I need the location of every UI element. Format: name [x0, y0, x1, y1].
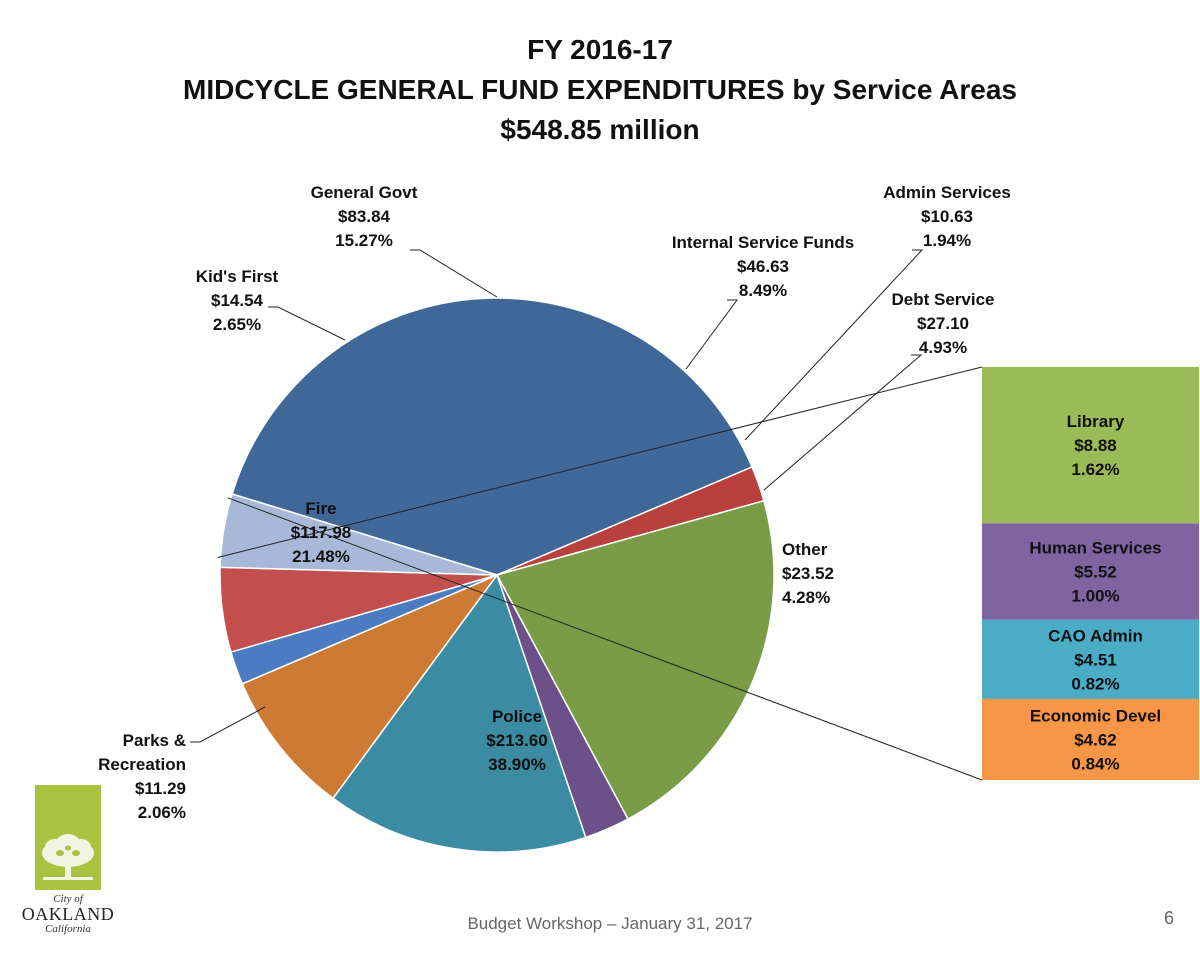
other-label-line: 1.00%: [1071, 587, 1119, 606]
logo-city-of: City of: [53, 893, 83, 905]
connector-top: [217, 366, 983, 558]
slice-label-kid-s-first: Kid's First $14.54 2.65%: [196, 267, 279, 334]
slice-label-line: 8.49%: [739, 281, 787, 300]
other-label-library: Library $8.88 1.62%: [1067, 412, 1125, 479]
city-logo: City of OAKLAND California: [18, 785, 118, 945]
other-label-line: CAO Admin: [1048, 626, 1143, 645]
title-line-3: $548.85 million: [500, 114, 700, 145]
slice-label-line: Other: [782, 540, 828, 559]
oak-tree-icon: [35, 785, 101, 890]
other-segment-library: [982, 367, 1199, 524]
slice-label-line: $23.52: [782, 564, 834, 583]
other-label-line: $5.52: [1074, 563, 1117, 582]
other-label-cao-admin: CAO Admin $4.51 0.82%: [1048, 626, 1143, 693]
slice-label-debt-service: Debt Service $27.10 4.93%: [892, 290, 995, 357]
slice-label-line: 21.48%: [292, 547, 350, 566]
pie-slice-fire: [495, 499, 775, 821]
slice-label-line: Admin Services: [883, 183, 1011, 202]
slice-label-line: Police: [492, 707, 542, 726]
other-label-line: $4.51: [1074, 650, 1117, 669]
other-segment-economic-devel: [982, 698, 1199, 780]
slice-label-line: Parks &: [123, 731, 186, 750]
slice-label-line: $14.54: [211, 291, 264, 310]
other-label-line: Library: [1067, 412, 1125, 431]
slice-label-line: $213.60: [486, 731, 547, 750]
slice-label-admin-services: Admin Services $10.63 1.94%: [883, 183, 1011, 250]
other-segment-human-services: [982, 523, 1199, 620]
slice-label-line: Kid's First: [196, 267, 279, 286]
slice-label-police: Police $213.60 38.90%: [486, 707, 547, 774]
slice-label-line: $27.10: [917, 314, 969, 333]
slice-label-fire: Fire $117.98 21.48%: [291, 499, 352, 566]
slice-label-line: 4.93%: [919, 338, 967, 357]
pie-slice-internal-service-funds: [241, 573, 500, 800]
slice-label-line: $10.63: [921, 207, 973, 226]
slice-label-line: 4.28%: [782, 588, 830, 607]
slice-label-line: Fire: [305, 499, 336, 518]
leader-line: [763, 354, 923, 491]
slice-label-internal-service-funds: Internal Service Funds $46.63 8.49%: [672, 233, 854, 300]
slice-label-general-govt: General Govt $83.84 15.27%: [311, 183, 418, 250]
leader-line: [744, 249, 924, 441]
slice-label-line: $11.29: [135, 779, 186, 798]
other-label-line: 0.82%: [1071, 674, 1119, 693]
slice-label-line: Internal Service Funds: [672, 233, 854, 252]
chart-title: FY 2016-17 MIDCYCLE GENERAL FUND EXPENDI…: [0, 30, 1200, 150]
other-label-line: $8.88: [1074, 436, 1117, 455]
leader-line: [268, 306, 346, 341]
slice-label-line: 2.65%: [213, 315, 261, 334]
slice-label-line: 2.06%: [138, 803, 186, 822]
logo-california: California: [45, 923, 91, 935]
slice-label-line: $83.84: [338, 207, 391, 226]
other-segment-cao-admin: [982, 619, 1199, 699]
slice-label-line: 15.27%: [335, 231, 393, 250]
slice-label-line: 1.94%: [923, 231, 971, 250]
slice-label-line: $117.98: [291, 523, 352, 542]
other-label-line: 1.62%: [1071, 460, 1119, 479]
title-line-2: MIDCYCLE GENERAL FUND EXPENDITURES by Se…: [183, 74, 1017, 105]
slice-label-line: General Govt: [311, 183, 418, 202]
slice-label-line: $46.63: [737, 257, 789, 276]
leader-line: [190, 706, 266, 743]
slice-label-line: Debt Service: [892, 290, 995, 309]
leader-line: [410, 249, 498, 298]
pie-slice-other: [219, 493, 498, 576]
other-label-line: $4.62: [1074, 730, 1117, 749]
other-label-economic-devel: Economic Devel $4.62 0.84%: [1030, 706, 1161, 773]
title-line-1: FY 2016-17: [527, 34, 673, 65]
slice-label-parks-recreation: Parks & Recreation $11.29 2.06%: [98, 731, 186, 822]
slice-labels: Police $213.60 38.90% Parks & Recreation $11.…: [98, 183, 1011, 822]
other-breakdown-bar: Library $8.88 1.62% Human Services $5.52 1.00…: [982, 367, 1199, 780]
other-label-human-services: Human Services $5.52 1.00%: [1029, 539, 1161, 606]
slice-label-other: Other $23.52 4.28%: [782, 540, 834, 607]
pie-slice-general-govt: [331, 573, 587, 853]
logo-oakland: OAKLAND: [21, 904, 115, 924]
pie-slice-police: [231, 297, 754, 576]
footer-text: Budget Workshop – January 31, 2017: [467, 914, 753, 933]
other-label-line: Economic Devel: [1030, 706, 1161, 725]
leader-line: [685, 299, 738, 370]
pie-slices: [219, 297, 775, 853]
other-label-line: 0.84%: [1071, 754, 1119, 773]
page-number: 6: [1164, 908, 1175, 928]
connector-bottom: [227, 497, 983, 781]
other-label-line: Human Services: [1029, 539, 1161, 558]
slice-label-line: 38.90%: [488, 755, 546, 774]
leader-lines: [190, 249, 983, 781]
slice-label-line: Recreation: [98, 755, 186, 774]
